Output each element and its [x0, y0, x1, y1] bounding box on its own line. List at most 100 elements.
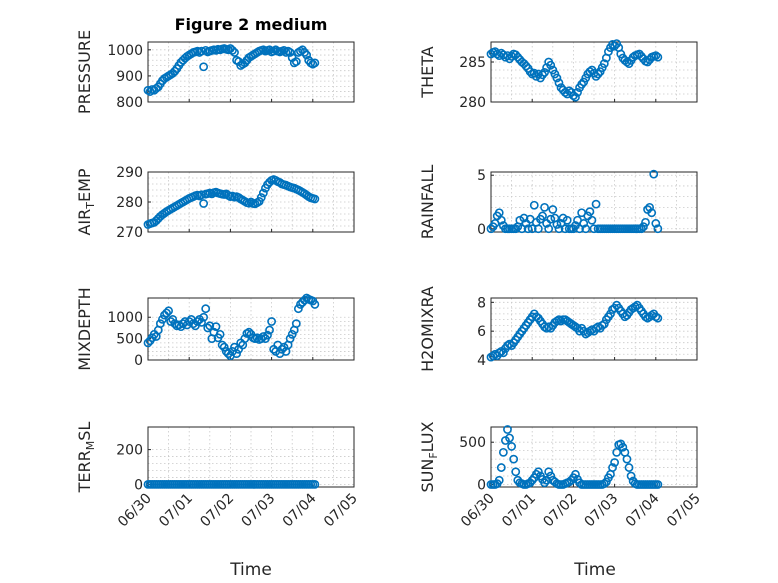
data-point: [585, 207, 595, 217]
data-point: [509, 454, 519, 464]
data-point: [581, 224, 591, 234]
data-point: [521, 61, 531, 71]
data-point: [494, 475, 504, 485]
data-point: [599, 319, 609, 329]
data-point: [546, 471, 556, 481]
data-point: [608, 463, 617, 472]
data-point: [540, 202, 549, 212]
data-point: [641, 217, 650, 227]
data-point: [552, 73, 562, 83]
data-point: [300, 295, 309, 305]
data-point: [287, 329, 297, 339]
data-point: [246, 197, 256, 207]
data-point: [228, 45, 237, 55]
y-tick-label: 4: [477, 353, 486, 369]
x-axis-label-right: Time: [573, 560, 616, 580]
data-point: [589, 224, 599, 234]
data-point: [193, 317, 202, 326]
data-point: [293, 304, 303, 314]
data-point: [168, 314, 178, 324]
data-point: [649, 169, 659, 179]
data-point: [560, 224, 570, 234]
x-tick-label: 07/02: [540, 491, 580, 531]
data-point: [199, 62, 209, 72]
data-point: [533, 224, 543, 234]
y-axis-label: RAINFALL: [418, 165, 437, 240]
data-point: [624, 463, 634, 472]
data-point: [601, 477, 611, 487]
x-tick-label: 07/03: [582, 491, 622, 531]
data-point: [155, 319, 165, 329]
data-point: [219, 342, 229, 352]
x-tick-label: 06/30: [458, 491, 498, 531]
data-point: [653, 224, 663, 234]
x-tick-label: 07/01: [499, 491, 539, 531]
data-point: [258, 188, 268, 198]
y-axis-label: MIXDEPTH: [75, 287, 94, 370]
data-point: [585, 67, 595, 76]
data-point: [494, 208, 504, 218]
axes-border: [490, 297, 698, 361]
data-point: [203, 323, 213, 333]
data-point: [517, 224, 527, 234]
figure-title: Figure 2 medium: [175, 15, 328, 34]
x-tick-label: 07/05: [321, 491, 361, 531]
data-point: [498, 348, 508, 358]
data-point: [554, 78, 564, 88]
x-tick-label: 06/30: [115, 491, 155, 531]
axes-frame: [147, 426, 355, 488]
data-point: [653, 313, 663, 323]
y-tick-label: 280: [459, 95, 486, 111]
y-tick-label: 5: [477, 168, 486, 184]
y-tick-label: 500: [116, 332, 143, 348]
data-point: [645, 202, 655, 212]
axes-border: [490, 41, 698, 103]
x-tick-label: 07/05: [664, 491, 704, 531]
x-tick-label: 07/01: [156, 491, 196, 531]
y-tick-label: 900: [116, 69, 143, 85]
data-point: [622, 57, 632, 67]
data-point: [215, 329, 225, 339]
data-point: [258, 332, 268, 341]
data-point: [230, 48, 239, 57]
data-point: [199, 312, 209, 322]
data-point: [538, 70, 547, 80]
data-point: [158, 314, 167, 324]
data-point: [267, 317, 276, 326]
subplot-rainfall: 0 5 RAINFALL: [418, 165, 698, 240]
data-point: [639, 222, 648, 232]
data-point: [496, 463, 506, 472]
y-tick-label: 0: [134, 477, 143, 493]
data-point: [651, 219, 661, 228]
y-tick-label: 285: [459, 55, 486, 71]
data-point: [162, 308, 171, 318]
x-axis-label-left: Time: [229, 560, 272, 580]
data-point: [310, 58, 320, 68]
data-point: [310, 300, 320, 309]
data-point: [591, 199, 601, 209]
y-tick-label: 800: [116, 95, 143, 111]
data-point: [610, 458, 619, 467]
data-point: [164, 306, 173, 316]
data-point: [291, 57, 301, 66]
y-axis-label: AIRTEMP: [75, 168, 97, 235]
y-axis-label: SUNFLUX: [418, 421, 440, 492]
data-point: [527, 224, 537, 234]
data-point: [217, 340, 227, 350]
data-point: [544, 224, 554, 234]
x-tick-label: 07/02: [197, 491, 237, 531]
y-axis-label: H2OMIXRA: [418, 286, 437, 372]
data-point: [552, 220, 562, 229]
axes-border: [147, 297, 355, 361]
y-tick-label: 1000: [107, 43, 143, 59]
data-point: [622, 454, 632, 464]
data-point: [653, 480, 663, 489]
axes-border: [147, 41, 355, 103]
subplot-sun-flux: 06/30 07/01 07/02 07/03 07/04 07/05 0 500 SUNFLU…: [418, 421, 704, 530]
subplot-air-temp: 270 280 290 AIRTEMP: [75, 165, 355, 241]
data-point: [560, 88, 570, 97]
data-point: [544, 467, 554, 477]
data-point: [573, 88, 582, 97]
